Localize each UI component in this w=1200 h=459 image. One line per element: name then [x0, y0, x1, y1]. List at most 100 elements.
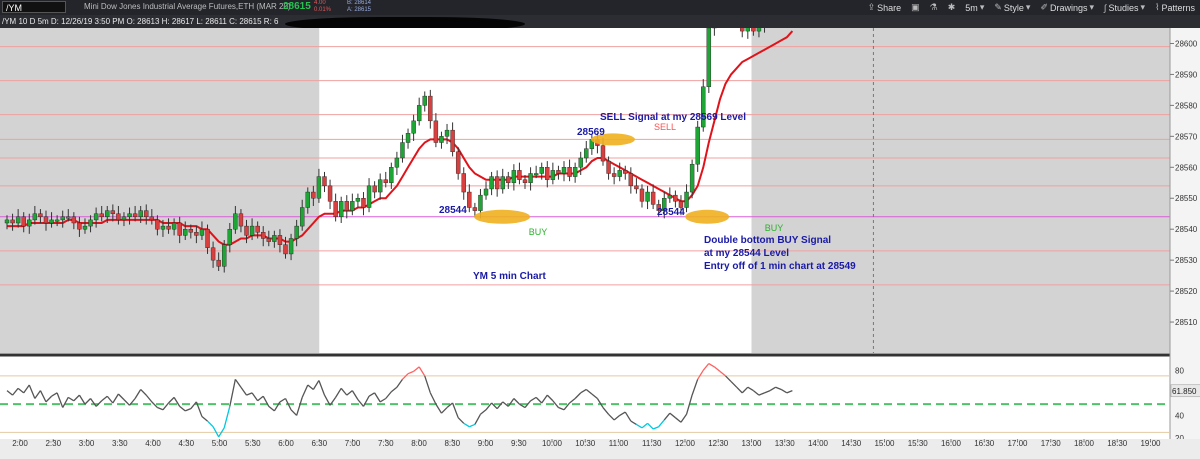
price-chart[interactable]: SELL Signal at my 28569 Level 28569 2854… [0, 28, 1200, 459]
buy-label: BUY [529, 227, 548, 237]
candle-down [144, 210, 149, 218]
settings-button[interactable]: ✱ [943, 2, 961, 13]
time-tick-label: 11:30 [642, 439, 662, 448]
rsi-segment [480, 409, 487, 415]
candle-up [416, 105, 422, 122]
rsi-segment [719, 370, 726, 377]
rsi-segment [613, 414, 621, 421]
studies-button[interactable]: ∫ Studies ▾ [1099, 2, 1150, 13]
candle-down [611, 173, 617, 177]
rsi-segment [440, 407, 448, 414]
share-button[interactable]: ⇪ Share [863, 2, 907, 13]
rsi-segment [56, 392, 64, 408]
candle-up [511, 170, 517, 183]
rsi-segment [335, 388, 342, 398]
ema-layer [7, 30, 794, 246]
candle-up [233, 213, 238, 230]
patterns-button[interactable]: ⌇ Patterns [1150, 2, 1200, 13]
rsi-tick-label: 80 [1175, 366, 1184, 375]
double-bottom-note: Double bottom BUY Signal [704, 235, 831, 246]
candle-up [105, 210, 110, 218]
symbol-input[interactable]: /YM [2, 1, 66, 13]
candle-down [567, 167, 572, 177]
candles [4, 28, 766, 273]
interval-button[interactable]: 5m ▾ [960, 2, 989, 13]
time-tick-label: 8:00 [411, 439, 427, 448]
rsi-segment [630, 420, 637, 426]
candle-up [294, 225, 299, 239]
chevron-down-icon: ▾ [1140, 2, 1146, 12]
candle-up [66, 216, 71, 219]
time-tick-label: 14:00 [808, 439, 829, 448]
studies-icon: ∫ [1104, 2, 1107, 13]
rsi-segment [451, 402, 459, 418]
candle-up [667, 194, 673, 199]
price-tick-label: 28510 [1175, 318, 1198, 327]
time-tick-label: 5:30 [245, 439, 261, 448]
share-icon: ⇪ [867, 2, 876, 12]
save-button[interactable]: ▣ [906, 2, 925, 13]
candle-up [617, 170, 622, 177]
rsi-segment [663, 412, 671, 421]
rsi-segment [647, 422, 654, 430]
rsi-segment [764, 389, 771, 394]
rsi-segment [396, 378, 404, 388]
time-tick-label: 6:30 [311, 439, 327, 448]
candle-down [110, 210, 116, 214]
candle-up [316, 176, 322, 199]
candle-up [377, 179, 383, 193]
rsi-segment [379, 397, 387, 403]
rsi-segment [669, 412, 676, 419]
time-tick-label: 18:00 [1074, 439, 1095, 448]
flask-button[interactable]: ⚗ [925, 2, 943, 13]
rsi-segment [608, 413, 615, 421]
rsi-segment [45, 395, 53, 403]
rsi-segment [28, 384, 36, 399]
candle-down [740, 28, 745, 32]
candle-up [300, 207, 305, 227]
rsi-segment [758, 392, 765, 396]
rsi-segment [691, 379, 699, 396]
rsi-segment [67, 396, 75, 402]
time-axis[interactable]: 2:00 2:30 3:00 3:30 4:00 4:30 5:00 5:30 6:00 6:30… [0, 439, 1200, 459]
rsi-segment [223, 406, 231, 429]
candle-up [88, 219, 93, 227]
candle-up [528, 173, 533, 183]
candle-down [283, 244, 288, 255]
rsi-segment [78, 394, 86, 405]
rsi-segment [318, 380, 326, 396]
chart-caption: YM 5 min Chart [473, 271, 546, 282]
candle-up [500, 176, 505, 190]
rsi-segment [90, 398, 97, 407]
candle-down [38, 213, 43, 218]
rsi-segment [229, 379, 237, 407]
rsi-segment [580, 388, 587, 394]
rsi-segment [697, 369, 704, 380]
candle-up [689, 163, 695, 193]
style-button[interactable]: ✎ Style ▾ [989, 2, 1035, 13]
annotations: SELL Signal at my 28569 Level 28569 2854… [439, 112, 856, 282]
candle-up [645, 191, 650, 202]
rsi-segment [469, 423, 476, 428]
candle-down [205, 228, 210, 248]
rsi-segment [491, 402, 498, 410]
drawings-button[interactable]: ✐ Drawings ▾ [1035, 2, 1099, 13]
rsi-segment [535, 396, 543, 404]
candle-down [149, 216, 155, 221]
rsi-segment [407, 370, 414, 375]
chevron-down-icon: ▾ [979, 2, 985, 12]
rsi-panel: 20 40 80 61.850 [0, 362, 1200, 443]
rsi-segment [457, 417, 465, 424]
rsi-segment [240, 386, 248, 396]
last-price: 28615 [283, 1, 311, 12]
candle-down [327, 185, 333, 202]
rsi-segment [84, 398, 92, 405]
candle-up [60, 216, 65, 221]
candle-down [322, 176, 327, 187]
time-tick-label: 10:30 [575, 439, 596, 448]
time-tick-label: 12:30 [708, 439, 729, 448]
candle-down [266, 238, 271, 242]
rsi-segment [546, 394, 554, 402]
candle-down [623, 170, 628, 174]
rsi-segment [446, 402, 454, 409]
